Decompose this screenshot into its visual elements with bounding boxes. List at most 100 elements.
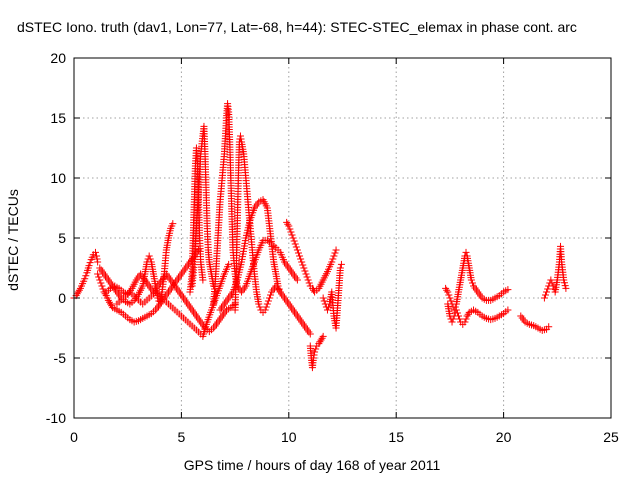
data-point bbox=[549, 282, 557, 290]
chart-title: dSTEC Iono. truth (dav1, Lon=77, Lat=-68… bbox=[17, 19, 577, 35]
data-point bbox=[264, 297, 272, 305]
data-point bbox=[195, 246, 203, 254]
series-14 bbox=[442, 248, 512, 314]
data-point bbox=[275, 285, 283, 293]
data-point bbox=[447, 297, 455, 305]
data-point bbox=[540, 294, 548, 302]
data-point bbox=[310, 351, 318, 359]
data-point bbox=[292, 243, 300, 251]
data-point bbox=[104, 296, 112, 304]
data-point bbox=[311, 348, 319, 356]
data-point bbox=[544, 285, 552, 293]
data-point bbox=[267, 291, 275, 299]
data-point bbox=[296, 252, 304, 260]
data-point bbox=[265, 294, 273, 302]
data-point bbox=[298, 258, 306, 266]
series-17 bbox=[540, 242, 570, 302]
data-point bbox=[294, 249, 302, 257]
data-point bbox=[293, 276, 301, 284]
y-tick-label: -5 bbox=[54, 350, 67, 366]
data-point bbox=[456, 315, 464, 323]
data-point bbox=[96, 276, 104, 284]
data-point bbox=[286, 225, 294, 233]
data-point bbox=[283, 218, 291, 226]
data-point bbox=[199, 276, 207, 284]
series-12 bbox=[306, 332, 327, 372]
data-point bbox=[541, 291, 549, 299]
data-point bbox=[107, 300, 115, 308]
y-tick-label: 5 bbox=[58, 230, 66, 246]
data-point bbox=[453, 309, 461, 317]
data-point bbox=[449, 315, 457, 323]
y-tick-label: 0 bbox=[58, 290, 66, 306]
data-point bbox=[290, 237, 298, 245]
data-point bbox=[303, 273, 311, 281]
data-points bbox=[70, 100, 570, 372]
data-point bbox=[462, 315, 470, 323]
data-point bbox=[262, 303, 270, 311]
data-point bbox=[316, 338, 324, 346]
data-point bbox=[86, 259, 94, 267]
data-point bbox=[467, 276, 475, 284]
series-7 bbox=[186, 144, 207, 296]
data-point bbox=[547, 276, 555, 284]
data-point bbox=[463, 312, 471, 320]
data-point bbox=[98, 282, 106, 290]
data-point bbox=[99, 285, 107, 293]
data-point bbox=[94, 270, 102, 278]
data-point bbox=[308, 284, 316, 292]
data-point bbox=[445, 291, 453, 299]
data-point bbox=[331, 249, 339, 257]
data-point bbox=[330, 252, 338, 260]
data-point bbox=[146, 255, 154, 263]
data-point bbox=[93, 255, 101, 263]
data-point bbox=[543, 288, 551, 296]
x-tick-label: 20 bbox=[496, 429, 512, 445]
data-point bbox=[504, 286, 512, 294]
data-point bbox=[548, 279, 556, 287]
data-point bbox=[468, 279, 476, 287]
data-point bbox=[323, 306, 331, 314]
data-point bbox=[95, 273, 103, 281]
data-point bbox=[75, 286, 83, 294]
series-16 bbox=[517, 312, 553, 334]
data-point bbox=[101, 290, 109, 298]
data-point bbox=[73, 290, 81, 298]
data-point bbox=[310, 354, 318, 362]
data-point bbox=[318, 334, 326, 342]
x-axis-title: GPS time / hours of day 168 of year 2011 bbox=[184, 457, 441, 473]
series-10 bbox=[216, 196, 314, 338]
data-point bbox=[291, 240, 299, 248]
data-point bbox=[74, 288, 82, 296]
data-point bbox=[225, 260, 233, 268]
data-point bbox=[444, 288, 452, 296]
data-point bbox=[337, 260, 345, 268]
data-point bbox=[443, 286, 451, 294]
data-point bbox=[452, 306, 460, 314]
data-point bbox=[302, 270, 310, 278]
data-point bbox=[562, 284, 570, 292]
data-point bbox=[448, 318, 456, 326]
data-point bbox=[237, 135, 245, 143]
y-tick-label: 15 bbox=[50, 110, 66, 126]
data-point bbox=[545, 323, 553, 331]
grid bbox=[74, 58, 611, 418]
data-point bbox=[261, 306, 269, 314]
data-point bbox=[94, 258, 102, 266]
data-point bbox=[319, 332, 327, 340]
y-axis-title: dSTEC / TECUs bbox=[5, 189, 21, 291]
data-point bbox=[274, 282, 282, 290]
data-point bbox=[454, 312, 462, 320]
y-tick-labels: -10 -5 0 5 10 15 20 bbox=[46, 50, 66, 426]
data-point bbox=[462, 248, 470, 256]
y-tick-label: -10 bbox=[46, 410, 66, 426]
data-point bbox=[289, 234, 297, 242]
data-point bbox=[263, 300, 271, 308]
data-point bbox=[93, 252, 101, 260]
data-point bbox=[287, 228, 295, 236]
data-point bbox=[325, 303, 333, 311]
data-point bbox=[85, 262, 93, 270]
x-tick-label: 25 bbox=[603, 429, 619, 445]
axis-ticks bbox=[73, 57, 612, 419]
data-point bbox=[285, 222, 293, 230]
